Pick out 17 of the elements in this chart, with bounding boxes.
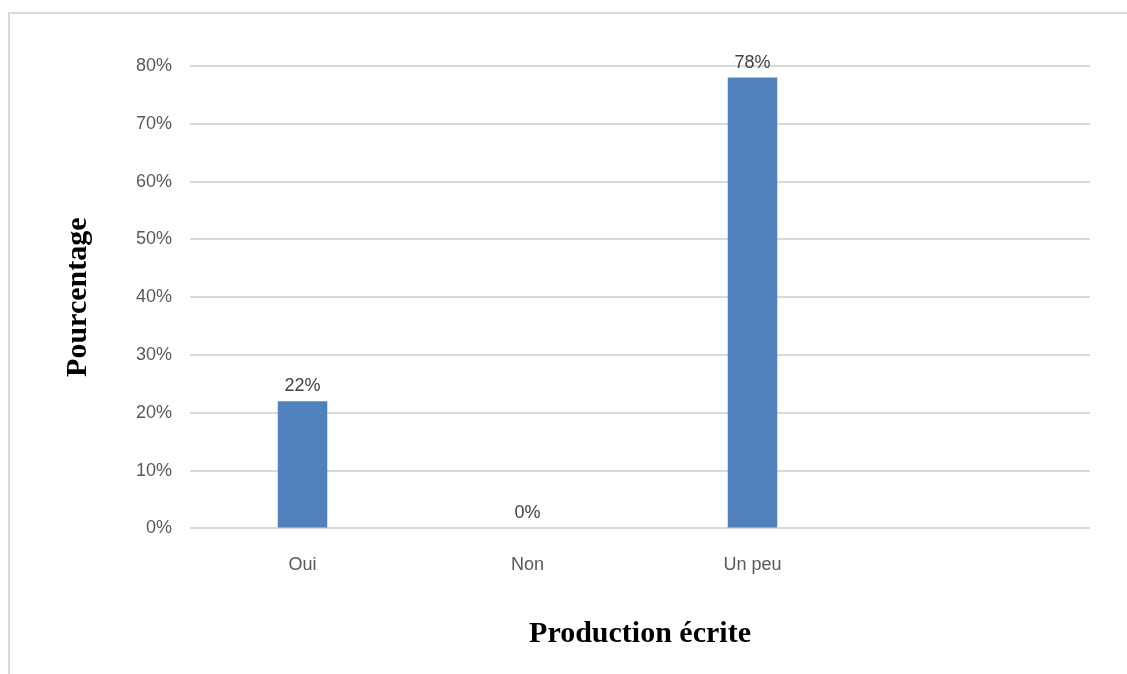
y-axis-title: Pourcentage (58, 217, 92, 377)
y-tick-label: 80% (136, 54, 173, 75)
x-tick-label: Non (511, 554, 545, 575)
x-tick-label: Un peu (723, 554, 782, 575)
y-tick-label: 50% (136, 228, 173, 249)
x-axis-title: Production écrite (529, 614, 751, 648)
data-label: 78% (734, 51, 771, 72)
y-tick-label: 20% (136, 401, 173, 422)
data-label: 0% (514, 502, 541, 523)
y-tick-label: 10% (136, 459, 173, 480)
y-tick-label: 60% (136, 170, 173, 191)
data-label: 22% (284, 375, 321, 396)
y-tick-label: 30% (136, 343, 173, 364)
y-tick-label: 70% (136, 112, 173, 133)
y-tick-label: 40% (136, 286, 173, 307)
x-tick-label: Oui (288, 554, 317, 575)
y-tick-label: 0% (146, 517, 173, 538)
